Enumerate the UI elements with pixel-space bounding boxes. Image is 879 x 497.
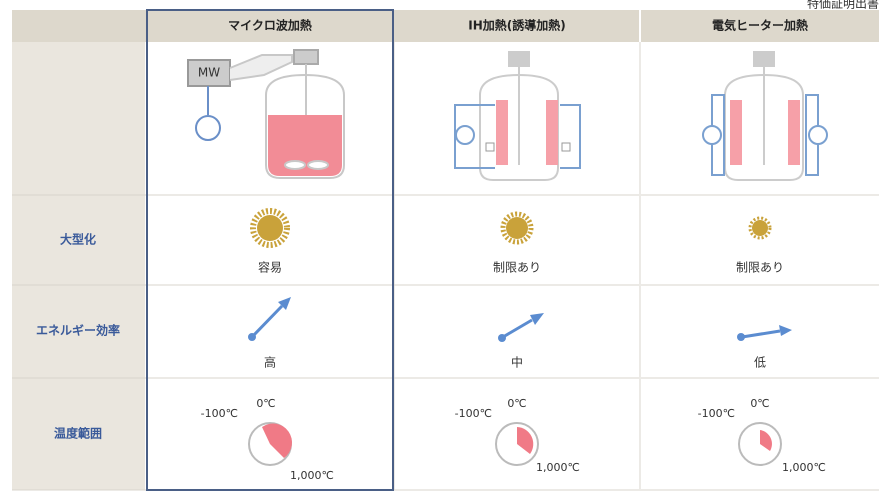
header-bg bbox=[12, 10, 879, 42]
temp-high: 1,000℃ bbox=[290, 469, 334, 482]
heater-diagram bbox=[702, 51, 828, 181]
row-label: 大型化 bbox=[60, 232, 96, 247]
row-label: エネルギー効率 bbox=[36, 323, 120, 338]
row-label: 温度範囲 bbox=[54, 426, 102, 441]
cell-text: 制限あり bbox=[736, 261, 784, 275]
temp-low: -100℃ bbox=[455, 407, 492, 420]
column-header: IH加熱(誘導加熱) bbox=[468, 18, 565, 33]
row-header-bg bbox=[12, 42, 145, 490]
column-header: マイクロ波加熱 bbox=[228, 18, 312, 33]
cell-text: 中 bbox=[511, 355, 523, 370]
temperature-dial bbox=[248, 422, 782, 466]
temp-zero: 0℃ bbox=[256, 397, 275, 410]
temp-low: -100℃ bbox=[201, 407, 238, 420]
column-header: 電気ヒーター加熱 bbox=[712, 18, 808, 33]
cell-text: 高 bbox=[264, 355, 276, 370]
cell-text: 低 bbox=[754, 356, 766, 370]
highlight-column bbox=[146, 9, 394, 491]
temp-zero: 0℃ bbox=[750, 397, 769, 410]
top-note: 特価証明出書 bbox=[807, 0, 879, 11]
cell-text: 容易 bbox=[258, 260, 282, 275]
temp-zero: 0℃ bbox=[507, 397, 526, 410]
temp-high: 1,000℃ bbox=[782, 461, 826, 474]
cell-text: 制限あり bbox=[493, 261, 541, 275]
temp-low: -100℃ bbox=[698, 407, 735, 420]
microwave-diagram bbox=[187, 49, 345, 179]
diagram-label: MW bbox=[198, 66, 220, 80]
temp-high: 1,000℃ bbox=[536, 461, 580, 474]
ih-diagram bbox=[454, 51, 581, 181]
arrow-icon bbox=[248, 297, 792, 342]
sun-icon bbox=[250, 208, 772, 248]
